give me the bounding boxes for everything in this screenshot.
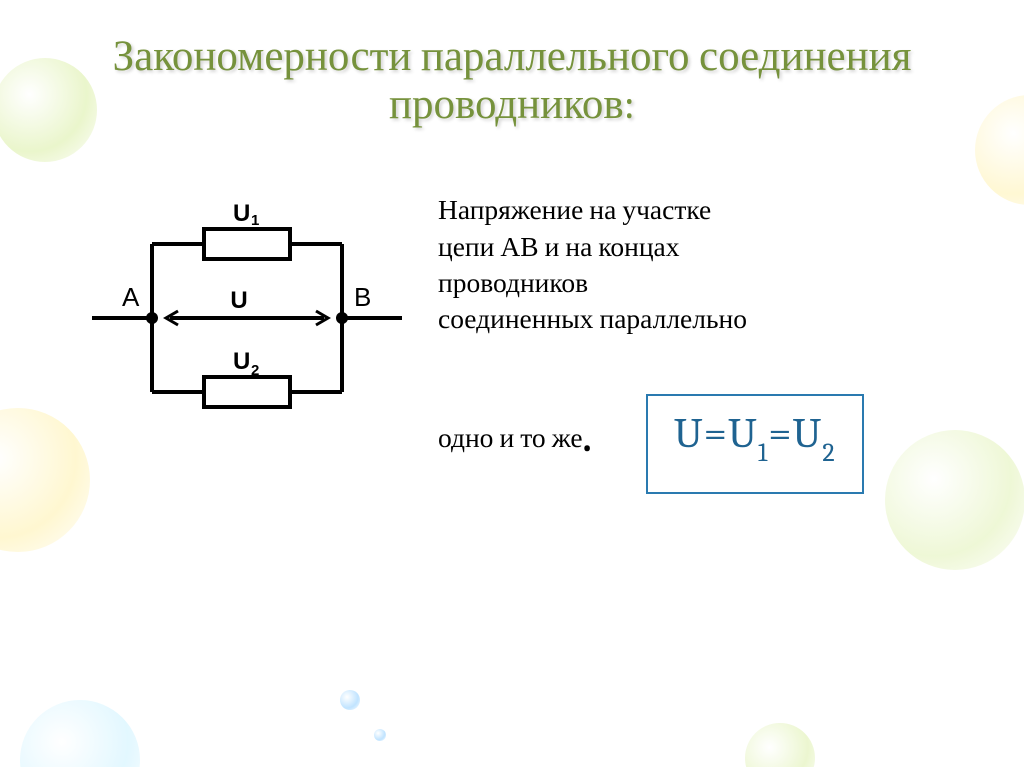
formula-box: U=U1=U2	[646, 394, 864, 494]
formula-sub2: 2	[822, 438, 835, 468]
desc-dot: .	[583, 415, 592, 461]
desc-line4: соединенных параллельно	[438, 303, 747, 335]
desc-line2: цепи АВ и на концах	[438, 231, 680, 263]
svg-text:1: 1	[251, 212, 259, 229]
formula-U1: U	[728, 409, 758, 458]
slide-title: Закономерности параллельного соединения …	[0, 0, 1024, 128]
description-text: Напряжение на участке цепи АВ и на конца…	[438, 188, 962, 494]
formula-eq2: =	[768, 409, 792, 458]
formula-U: U	[674, 409, 704, 458]
svg-text:U: U	[233, 200, 250, 227]
desc-line1: Напряжение на участке	[438, 194, 711, 226]
svg-text:A: A	[122, 282, 140, 312]
formula-sub1: 1	[758, 438, 768, 468]
content-row: ABU1UU2 Напряжение на участке цепи АВ и …	[0, 128, 1024, 494]
svg-text:U: U	[233, 348, 250, 375]
svg-text:2: 2	[251, 362, 259, 379]
circuit-diagram: ABU1UU2	[92, 188, 402, 494]
formula-eq1: =	[704, 409, 728, 458]
svg-text:U: U	[230, 287, 247, 314]
desc-line3: проводников	[438, 267, 588, 299]
desc-line5: одно и то же	[438, 422, 583, 454]
formula-U2: U	[793, 409, 823, 458]
svg-text:B: B	[354, 282, 371, 312]
